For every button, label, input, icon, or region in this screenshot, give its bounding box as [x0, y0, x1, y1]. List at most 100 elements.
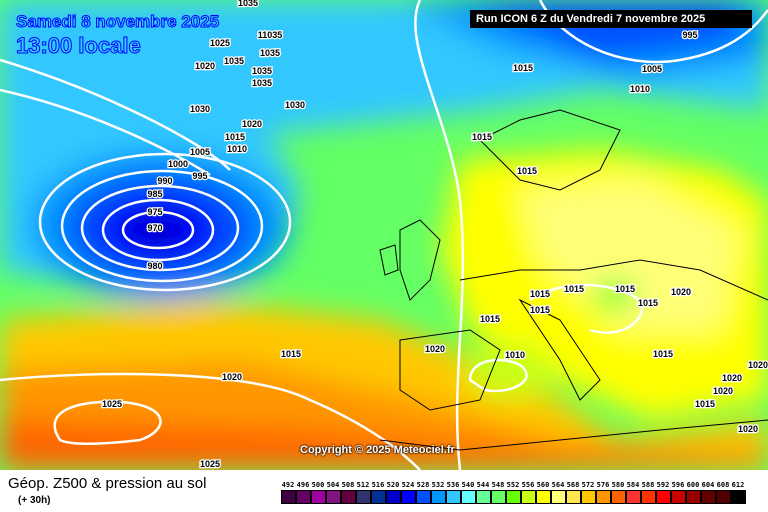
legend-swatch [686, 490, 701, 504]
legend-swatch [476, 490, 491, 504]
legend-label: 536 [446, 481, 460, 489]
legend-swatch [551, 490, 566, 504]
isobar-label: 985 [147, 189, 162, 199]
legend-label: 492 [281, 481, 295, 489]
isobar-label: 1005 [642, 64, 662, 74]
legend-label: 564 [551, 481, 565, 489]
legend-swatch [296, 490, 311, 504]
legend-label: 520 [386, 481, 400, 489]
legend-swatch [281, 490, 296, 504]
legend-label: 524 [401, 481, 415, 489]
legend-swatch [326, 490, 341, 504]
isobar-label: 1015 [517, 166, 537, 176]
isobar-label: 1015 [472, 132, 492, 142]
legend-swatch [341, 490, 356, 504]
isobar-label: 1020 [722, 373, 742, 383]
isobar-label: 1025 [210, 38, 230, 48]
forecast-time: 13:00 locale [16, 33, 142, 59]
legend-swatch [671, 490, 686, 504]
legend-swatch [521, 490, 536, 504]
legend-label: 540 [461, 481, 475, 489]
isobar-label: 1035 [260, 48, 280, 58]
legend-label: 552 [506, 481, 520, 489]
legend-label: 588 [641, 481, 655, 489]
isobar-label: 1015 [281, 349, 301, 359]
legend-swatch [506, 490, 521, 504]
legend-label: 516 [371, 481, 385, 489]
isobar-label: 980 [147, 261, 162, 271]
isobar-label: 1025 [200, 459, 220, 469]
legend-swatch [431, 490, 446, 504]
isobar-label: 1010 [630, 84, 650, 94]
isobar-label: 1015 [480, 314, 500, 324]
isobar-label: 1020 [425, 344, 445, 354]
isobar-label: 1015 [615, 284, 635, 294]
legend-swatch [401, 490, 416, 504]
coastlines [379, 109, 768, 451]
isobar-label: 975 [147, 207, 162, 217]
legend-label: 576 [596, 481, 610, 489]
legend-swatch [356, 490, 371, 504]
legend-label: 528 [416, 481, 430, 489]
isobar-label: 1015 [653, 349, 673, 359]
legend-swatch [611, 490, 626, 504]
isobar-lines [0, 0, 768, 470]
legend-label: 504 [326, 481, 340, 489]
legend-label: 556 [521, 481, 535, 489]
legend-label: 508 [341, 481, 355, 489]
legend-swatch [626, 490, 641, 504]
legend-label: 580 [611, 481, 625, 489]
legend-label: 604 [701, 481, 715, 489]
isobar-label: 1035 [252, 66, 272, 76]
legend-swatch [491, 490, 506, 504]
isobar-label: 1035 [224, 56, 244, 66]
legend-swatch [416, 490, 431, 504]
isobar-label: 1015 [513, 63, 533, 73]
isobar-label: 1035 [238, 0, 258, 8]
legend-swatch [581, 490, 596, 504]
isobar-label: 1020 [671, 287, 691, 297]
map-title: Géop. Z500 & pression au sol [8, 475, 207, 492]
legend-swatch [446, 490, 461, 504]
isobar-label: 1020 [738, 424, 758, 434]
model-run-label: Run ICON 6 Z du Vendredi 7 novembre 2025 [470, 10, 752, 28]
isobar-label: 1015 [564, 284, 584, 294]
legend-label: 500 [311, 481, 325, 489]
isobar-label: 995 [682, 30, 697, 40]
legend-swatch [536, 490, 551, 504]
isobar-label: 970 [147, 223, 162, 233]
legend-swatch [311, 490, 326, 504]
legend-label: 592 [656, 481, 670, 489]
legend-label: 608 [716, 481, 730, 489]
legend-label: 548 [491, 481, 505, 489]
isobar-label: 1025 [102, 399, 122, 409]
legend-label: 560 [536, 481, 550, 489]
legend-swatch [641, 490, 656, 504]
legend-swatch [656, 490, 671, 504]
legend-swatch [716, 490, 731, 504]
isobar-labels: 1035 1025 11035 1035 1020 1035 1035 1035 1030 103… [101, 0, 768, 470]
isobar-label: 1015 [638, 298, 658, 308]
isobar-label: 1020 [713, 386, 733, 396]
isobar-label: 1010 [505, 350, 525, 360]
isobar-label: 990 [157, 176, 172, 186]
isobar-label: 1030 [190, 104, 210, 114]
isobar-label: 995 [192, 171, 207, 181]
legend-label: 532 [431, 481, 445, 489]
legend-label: 512 [356, 481, 370, 489]
copyright: Copyright © 2025 Meteociel.fr [300, 444, 455, 456]
legend-label: 544 [476, 481, 490, 489]
footer-bar: Géop. Z500 & pression au sol (+ 30h) 492… [0, 470, 768, 512]
isobar-label: 1020 [195, 61, 215, 71]
isobar-label: 1015 [695, 399, 715, 409]
legend-swatch [386, 490, 401, 504]
legend-label: 568 [566, 481, 580, 489]
isobar-label: 1020 [222, 372, 242, 382]
legend-swatch [701, 490, 716, 504]
legend-label: 496 [296, 481, 310, 489]
isobar-label: 1035 [252, 78, 272, 88]
legend-label: 596 [671, 481, 685, 489]
isobar-label: 11035 [258, 30, 283, 40]
isobar-label: 1030 [285, 100, 305, 110]
isobar-label: 1015 [530, 289, 550, 299]
